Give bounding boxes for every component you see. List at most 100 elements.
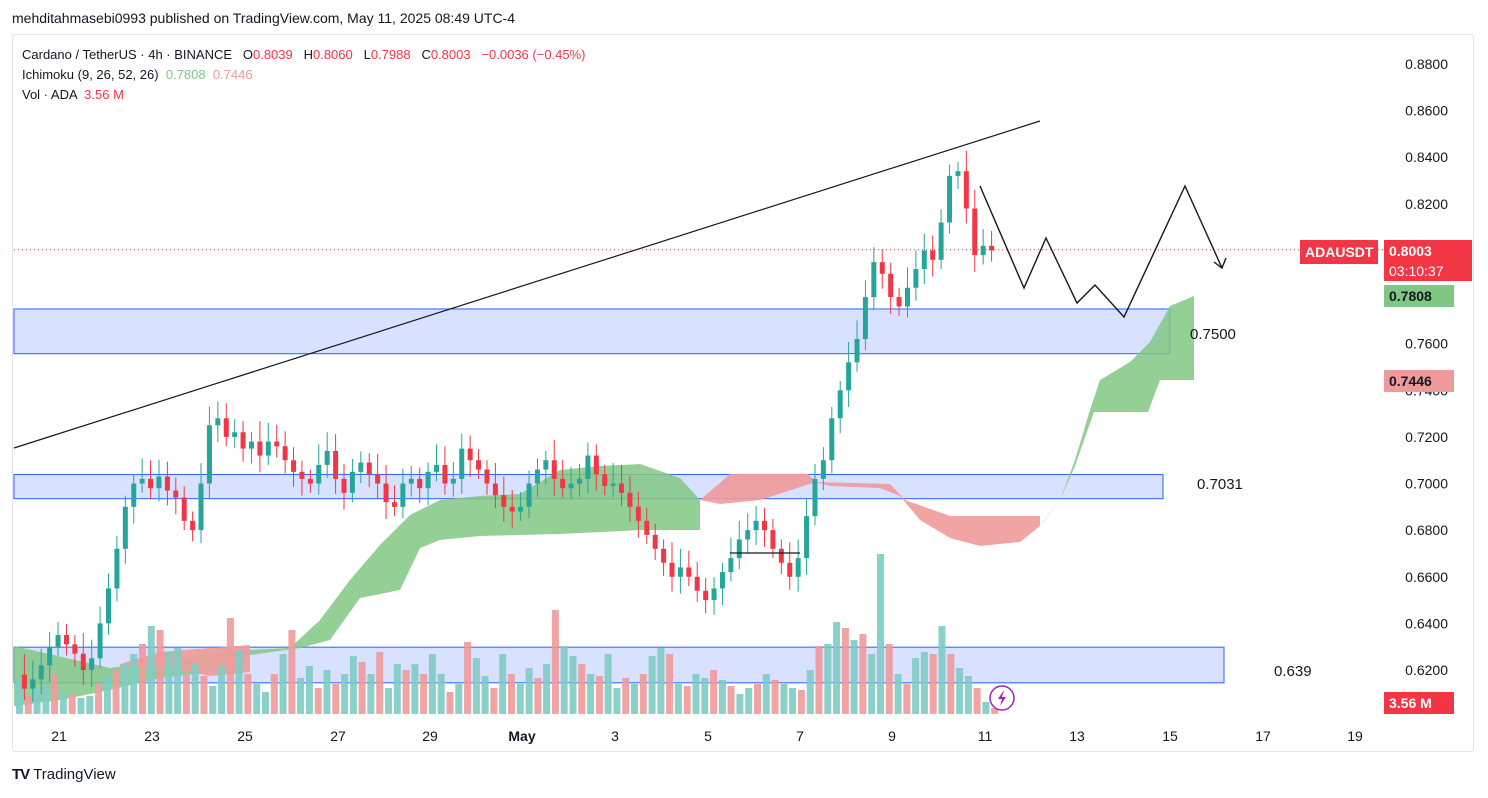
volume-bar-73	[657, 648, 665, 714]
volume-bar-90	[806, 670, 814, 714]
open-value: 0.8039	[252, 47, 293, 62]
candle-110	[938, 209, 944, 270]
candle-body-64	[551, 460, 557, 479]
candle-81	[694, 561, 700, 602]
candle-body-3	[38, 665, 44, 680]
candle-body-97	[829, 418, 835, 461]
candle-body-46	[400, 483, 406, 507]
candle-46	[400, 468, 406, 519]
candle-36	[316, 444, 322, 495]
candle-body-100	[854, 339, 860, 363]
volume-bar-56	[508, 674, 515, 714]
candle-body-32	[282, 446, 288, 461]
candle-51	[442, 446, 448, 495]
ichimoku-label[interactable]: Ichimoku (9, 26, 52, 26)	[22, 67, 159, 82]
candle-9	[89, 639, 95, 687]
volume-bar-106	[947, 654, 955, 714]
volume-bar-78	[701, 678, 709, 714]
volume-bar-70	[631, 684, 638, 714]
candle-79	[677, 548, 683, 594]
x-tick-label: 13	[1069, 728, 1085, 744]
candle-76	[652, 523, 658, 560]
volume-bar-57	[516, 684, 524, 714]
candle-body-56	[484, 469, 490, 484]
candle-body-108	[921, 250, 927, 270]
candle-7	[72, 635, 78, 667]
candle-60	[518, 491, 524, 521]
x-tick-label: 15	[1162, 728, 1178, 744]
volume-bar-85	[762, 674, 770, 714]
candle-59	[509, 490, 515, 529]
candle-66	[568, 466, 574, 500]
candle-33	[291, 447, 297, 487]
kumo-cloud-bullish-1	[14, 464, 700, 706]
volume-bar-84	[754, 684, 761, 714]
volume-bar-64	[578, 664, 586, 714]
tradingview-logo-icon[interactable]: TV	[12, 766, 30, 783]
candle-104	[888, 262, 894, 314]
candle-body-20	[181, 497, 187, 521]
volume-bar-101	[903, 684, 911, 714]
volume-label[interactable]: Vol · ADA	[22, 87, 77, 102]
volume-bar-7	[77, 698, 85, 714]
volume-bar-1	[24, 696, 32, 714]
candle-body-51	[442, 464, 448, 484]
candle-74	[635, 491, 641, 538]
candle-body-6	[63, 635, 69, 645]
candle-body-58	[501, 495, 507, 507]
candle-97	[829, 407, 835, 474]
volume-bar-92	[824, 644, 832, 714]
candle-body-14	[131, 483, 137, 507]
volume-bar-14	[139, 644, 146, 714]
candle-body-94	[804, 516, 810, 559]
candle-25	[223, 403, 229, 447]
ichimoku-value-1: 0.7808	[165, 67, 206, 82]
candle-body-85	[728, 558, 734, 573]
candle-84	[719, 562, 725, 606]
volume-bar-46	[420, 674, 428, 714]
candle-body-7	[72, 644, 78, 654]
volume-bar-98	[877, 554, 884, 714]
volume-bar-23	[218, 666, 226, 714]
volume-bar-18	[174, 648, 182, 714]
volume-bar-110	[982, 702, 990, 714]
candle-100	[854, 320, 860, 372]
candle-body-66	[568, 483, 574, 489]
candle-body-49	[425, 471, 431, 489]
candle-body-80	[686, 567, 692, 577]
volume-bar-37	[341, 674, 349, 714]
symbol-description[interactable]: Cardano / TetherUS · 4h · BINANCE	[22, 47, 233, 62]
candle-body-41	[358, 462, 364, 472]
candle-17	[156, 459, 162, 502]
candle-37	[324, 432, 330, 478]
volume-bar-60	[543, 664, 551, 714]
lightning-icon[interactable]	[989, 685, 1015, 711]
volume-bar-3	[42, 684, 50, 714]
kumo-cloud-bearish-3	[816, 482, 1040, 546]
candle-body-48	[417, 478, 423, 489]
candle-body-78	[669, 562, 675, 577]
candle-body-90	[770, 530, 776, 549]
volume-bar-47	[428, 654, 436, 714]
candle-body-93	[795, 558, 801, 577]
volume-bar-67	[604, 654, 612, 714]
volume-bar-77	[692, 674, 700, 714]
candle-101	[862, 280, 868, 351]
candle-21	[190, 511, 196, 542]
footer-brand[interactable]: TradingView	[33, 766, 116, 783]
candle-body-5	[55, 635, 61, 647]
y-tick-label: 0.7200	[1405, 429, 1448, 445]
candle-body-106	[904, 287, 910, 307]
volume-bar-19	[182, 674, 190, 714]
candle-body-43	[375, 474, 381, 484]
candle-body-23	[206, 425, 212, 484]
candle-body-34	[299, 471, 305, 479]
candle-87	[745, 513, 751, 553]
lightning-icon-bolt	[998, 690, 1006, 706]
candle-body-65	[560, 478, 566, 489]
volume-bar-21	[200, 676, 208, 714]
volume-bar-93	[833, 622, 841, 714]
x-tick-label: 21	[51, 728, 67, 744]
candle-91	[778, 539, 784, 574]
